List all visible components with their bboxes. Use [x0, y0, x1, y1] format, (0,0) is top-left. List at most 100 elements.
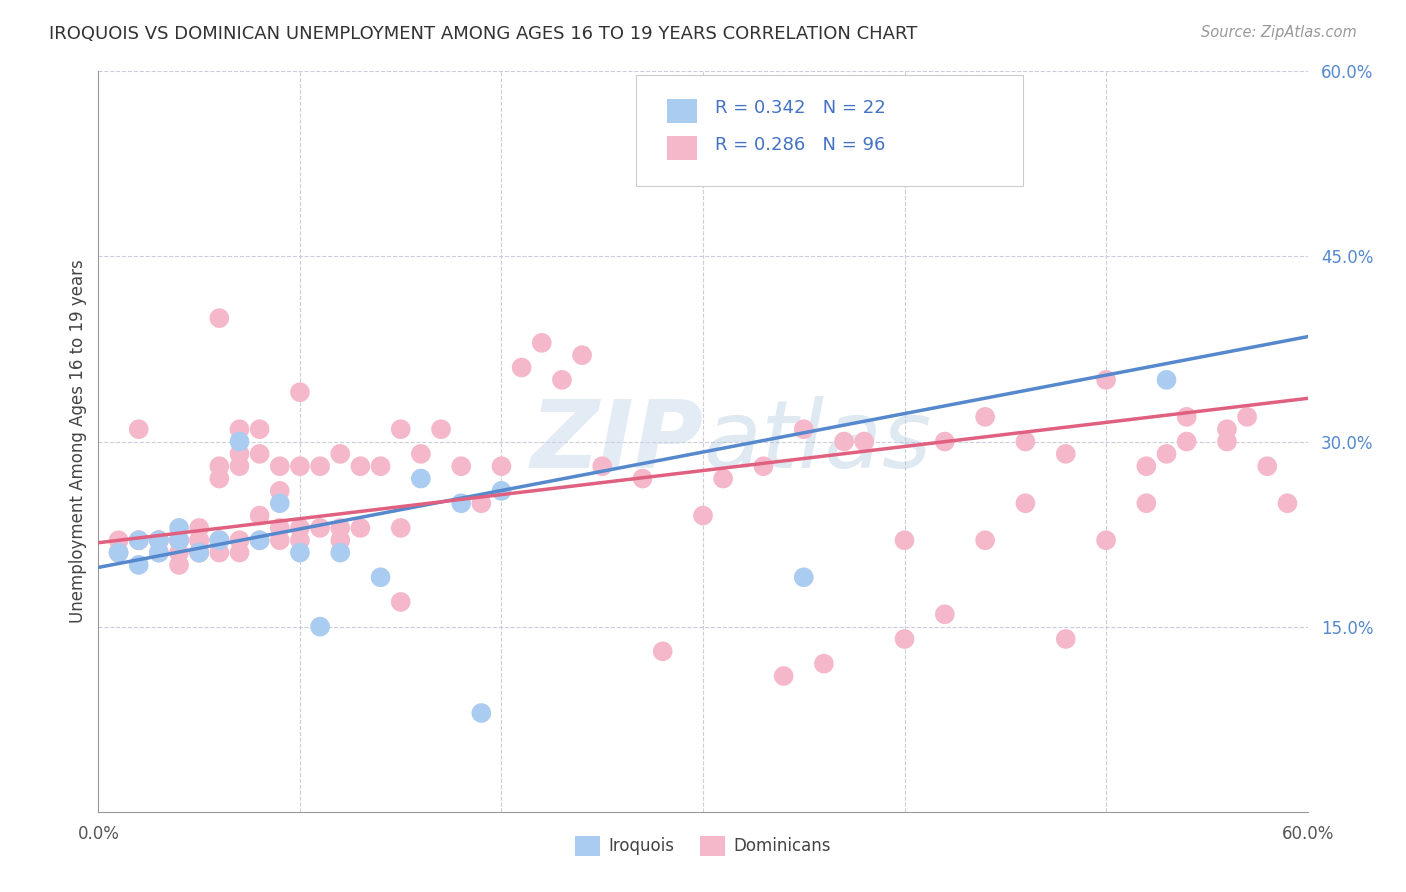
- Point: [1216, 434, 1239, 449]
- Point: [269, 533, 291, 548]
- Point: [208, 459, 231, 474]
- Point: [148, 533, 170, 548]
- Point: [269, 483, 291, 498]
- Point: [370, 570, 392, 584]
- Point: [329, 546, 352, 560]
- Point: [269, 496, 291, 510]
- Point: [188, 546, 211, 560]
- Point: [167, 521, 190, 535]
- Point: [591, 459, 613, 474]
- Point: [148, 533, 170, 548]
- Point: [1095, 373, 1118, 387]
- Point: [349, 459, 371, 474]
- Point: [389, 422, 412, 436]
- Point: [1014, 496, 1036, 510]
- Point: [631, 471, 654, 485]
- Point: [228, 422, 250, 436]
- Point: [1095, 533, 1118, 548]
- Point: [249, 447, 271, 461]
- Point: [651, 644, 673, 658]
- Point: [430, 422, 453, 436]
- Point: [793, 422, 815, 436]
- Point: [288, 546, 311, 560]
- Point: [1277, 496, 1299, 510]
- FancyBboxPatch shape: [666, 136, 697, 161]
- Point: [389, 595, 412, 609]
- Point: [329, 447, 352, 461]
- Point: [370, 459, 392, 474]
- Point: [470, 706, 492, 720]
- Point: [128, 533, 150, 548]
- Point: [188, 546, 211, 560]
- Point: [228, 434, 250, 449]
- Text: atlas: atlas: [703, 396, 931, 487]
- Point: [188, 533, 211, 548]
- Point: [167, 533, 190, 548]
- Point: [1135, 459, 1157, 474]
- Point: [288, 533, 311, 548]
- Point: [793, 570, 815, 584]
- Point: [813, 657, 835, 671]
- Text: IROQUOIS VS DOMINICAN UNEMPLOYMENT AMONG AGES 16 TO 19 YEARS CORRELATION CHART: IROQUOIS VS DOMINICAN UNEMPLOYMENT AMONG…: [49, 25, 918, 43]
- Point: [1054, 632, 1077, 646]
- Point: [167, 533, 190, 548]
- Point: [409, 447, 432, 461]
- Point: [1135, 496, 1157, 510]
- FancyBboxPatch shape: [666, 99, 697, 123]
- Point: [409, 471, 432, 485]
- Point: [1054, 447, 1077, 461]
- Point: [470, 496, 492, 510]
- Point: [249, 533, 271, 548]
- Point: [853, 434, 876, 449]
- Y-axis label: Unemployment Among Ages 16 to 19 years: Unemployment Among Ages 16 to 19 years: [69, 260, 87, 624]
- Point: [228, 447, 250, 461]
- Point: [450, 459, 472, 474]
- Point: [167, 533, 190, 548]
- Point: [1175, 409, 1198, 424]
- Point: [228, 546, 250, 560]
- Point: [249, 422, 271, 436]
- Point: [249, 508, 271, 523]
- Point: [893, 533, 915, 548]
- Point: [167, 558, 190, 572]
- Point: [309, 619, 332, 633]
- Point: [692, 508, 714, 523]
- Point: [188, 521, 211, 535]
- Point: [349, 521, 371, 535]
- Point: [571, 348, 593, 362]
- Point: [450, 496, 472, 510]
- Point: [107, 533, 129, 548]
- Point: [711, 471, 734, 485]
- Point: [128, 422, 150, 436]
- Point: [1175, 434, 1198, 449]
- Point: [772, 669, 794, 683]
- Point: [228, 533, 250, 548]
- Point: [167, 546, 190, 560]
- Point: [208, 533, 231, 548]
- Point: [793, 151, 815, 165]
- Point: [208, 471, 231, 485]
- Point: [491, 459, 513, 474]
- Point: [288, 521, 311, 535]
- Point: [288, 459, 311, 474]
- Point: [269, 521, 291, 535]
- Point: [934, 607, 956, 622]
- Point: [288, 385, 311, 400]
- Point: [530, 335, 553, 350]
- Text: Source: ZipAtlas.com: Source: ZipAtlas.com: [1201, 25, 1357, 40]
- Point: [228, 459, 250, 474]
- Point: [974, 409, 997, 424]
- Text: R = 0.286   N = 96: R = 0.286 N = 96: [716, 136, 886, 154]
- Point: [510, 360, 533, 375]
- Point: [491, 483, 513, 498]
- Point: [208, 311, 231, 326]
- Point: [148, 533, 170, 548]
- Point: [551, 373, 574, 387]
- Point: [752, 459, 775, 474]
- Point: [208, 533, 231, 548]
- Point: [107, 546, 129, 560]
- Point: [269, 459, 291, 474]
- Point: [1256, 459, 1278, 474]
- Point: [1014, 434, 1036, 449]
- Point: [128, 533, 150, 548]
